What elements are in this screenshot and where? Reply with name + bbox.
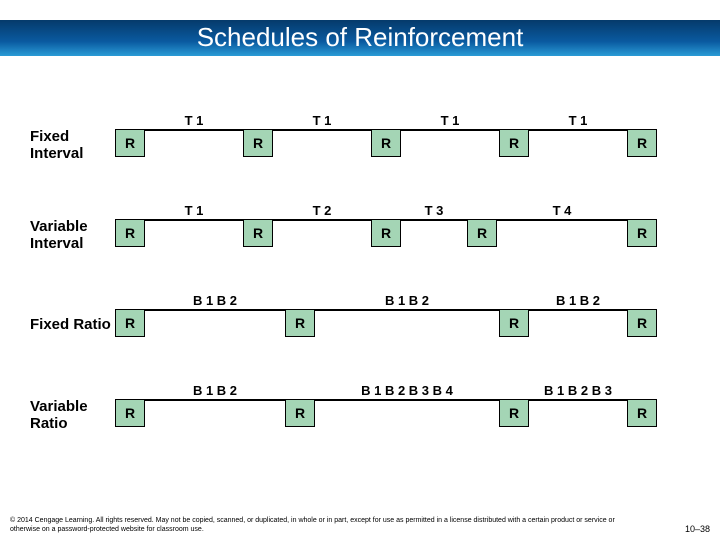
segment-line <box>529 309 627 317</box>
segment-line <box>529 129 627 137</box>
page-title: Schedules of Reinforcement <box>0 22 720 53</box>
interval-label: T 1 <box>185 113 204 128</box>
interval-label: B 1 B 2 B 3 B 4 <box>361 383 453 398</box>
footer: © 2014 Cengage Learning. All rights rese… <box>10 517 710 534</box>
r-box: R <box>499 129 529 157</box>
interval-label: T 1 <box>569 113 588 128</box>
r-box: R <box>467 219 497 247</box>
row-fixed-interval: Fixed IntervalRRRRRT 1T 1T 1T 1 <box>30 100 690 190</box>
r-box: R <box>499 309 529 337</box>
segment-line <box>273 219 371 227</box>
interval-label: B 1 B 2 B 3 <box>544 383 612 398</box>
interval-label: B 1 B 2 <box>556 293 600 308</box>
row-fixed-ratio: Fixed RatioRRRRB 1 B 2B 1 B 2B 1 B 2 <box>30 280 690 370</box>
interval-label: T 3 <box>425 203 444 218</box>
r-box: R <box>243 219 273 247</box>
track: R R R R B 1 B 2 B 1 B 2 B 3 B 4 B 1 B 2 B 3 <box>115 385 690 445</box>
row-label: Fixed Ratio <box>30 316 115 333</box>
segment-line <box>145 309 285 317</box>
segment-line <box>145 219 243 227</box>
track: R R R R R T 1 T 2 T 3 T 4 <box>115 205 690 265</box>
r-box: R <box>499 399 529 427</box>
segment-line <box>145 129 243 137</box>
segment-line <box>315 309 499 317</box>
track: R R R R B 1 B 2 B 1 B 2 B 1 B 2 <box>115 295 690 355</box>
row-label: Variable Ratio <box>30 398 115 433</box>
copyright-text: © 2014 Cengage Learning. All rights rese… <box>10 517 620 534</box>
segment-line <box>273 129 371 137</box>
interval-label: B 1 B 2 <box>193 383 237 398</box>
interval-label: B 1 B 2 <box>385 293 429 308</box>
interval-label: T 4 <box>553 203 572 218</box>
row-label: Variable Interval <box>30 218 115 253</box>
row-label: Fixed Interval <box>30 128 115 163</box>
interval-label: B 1 B 2 <box>193 293 237 308</box>
page-number: 10–38 <box>685 524 710 534</box>
r-box: R <box>115 219 145 247</box>
track: R R R R R T 1 T 1 T 1 T 1 <box>115 115 690 175</box>
slide: Schedules of Reinforcement Fixed Interva… <box>0 0 720 540</box>
r-box: R <box>243 129 273 157</box>
r-box: R <box>627 129 657 157</box>
segment-line <box>145 399 285 407</box>
diagram-content: Fixed IntervalRRRRRT 1T 1T 1T 1Variable … <box>30 100 690 460</box>
r-box: R <box>115 399 145 427</box>
segment-line <box>529 399 627 407</box>
interval-label: T 1 <box>313 113 332 128</box>
r-box: R <box>627 309 657 337</box>
r-box: R <box>115 309 145 337</box>
r-box: R <box>285 399 315 427</box>
interval-label: T 1 <box>185 203 204 218</box>
segment-line <box>315 399 499 407</box>
r-box: R <box>285 309 315 337</box>
r-box: R <box>115 129 145 157</box>
row-variable-ratio: Variable RatioRRRRB 1 B 2B 1 B 2 B 3 B 4… <box>30 370 690 460</box>
segment-line <box>401 219 467 227</box>
segment-line <box>401 129 499 137</box>
row-variable-interval: Variable IntervalRRRRRT 1T 2T 3T 4 <box>30 190 690 280</box>
r-box: R <box>627 399 657 427</box>
title-bar: Schedules of Reinforcement <box>0 0 720 70</box>
r-box: R <box>371 129 401 157</box>
r-box: R <box>371 219 401 247</box>
segment-line <box>497 219 627 227</box>
r-box: R <box>627 219 657 247</box>
interval-label: T 2 <box>313 203 332 218</box>
interval-label: T 1 <box>441 113 460 128</box>
